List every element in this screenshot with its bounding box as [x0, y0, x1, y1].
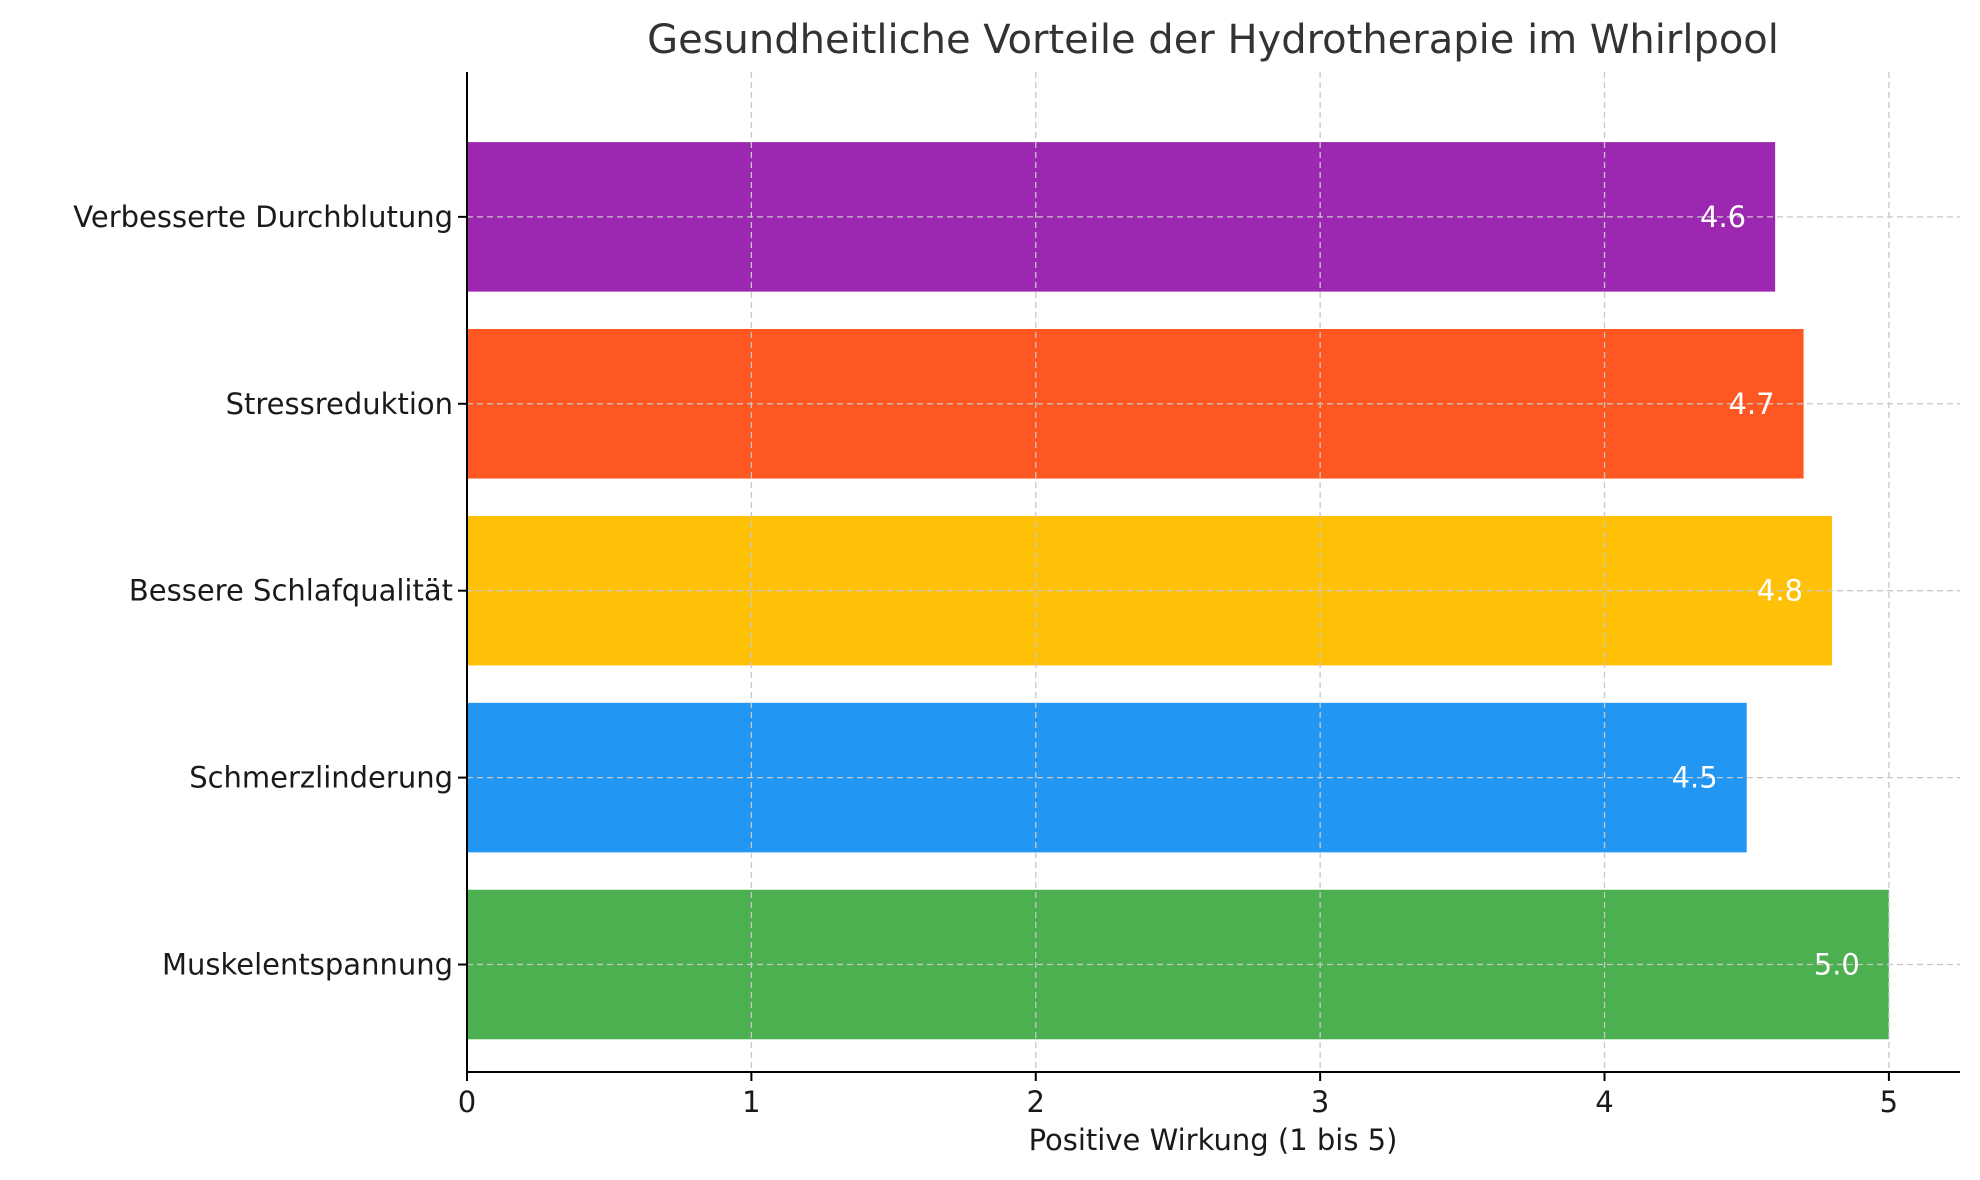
bar-value-label: 4.5: [1672, 761, 1718, 795]
bar-value-label: 4.7: [1728, 387, 1774, 421]
x-axis-label: Positive Wirkung (1 bis 5): [1029, 1123, 1398, 1157]
x-tick-label: 1: [742, 1085, 760, 1119]
x-tick-label: 5: [1880, 1085, 1898, 1119]
x-tick-label: 0: [458, 1085, 476, 1119]
y-tick-label: Bessere Schlafqualität: [129, 574, 453, 608]
bar-value-label: 4.8: [1757, 574, 1803, 608]
y-tick-label: Schmerzlinderung: [189, 761, 453, 795]
y-tick-label: Muskelentspannung: [162, 948, 453, 982]
y-tick-label: Verbesserte Durchblutung: [73, 200, 453, 234]
axis-layer: [458, 72, 1960, 1081]
x-tick-label: 4: [1595, 1085, 1613, 1119]
x-tick-label: 2: [1027, 1085, 1045, 1119]
bar-value-label: 4.6: [1700, 200, 1746, 234]
y-tick-label: Stressreduktion: [226, 387, 453, 421]
x-tick-label: 3: [1311, 1085, 1329, 1119]
bar-value-label: 5.0: [1814, 948, 1860, 982]
chart-title: Gesundheitliche Vorteile der Hydrotherap…: [647, 17, 1779, 63]
label-layer: 0 1 2 3 4 5 Muskelentspannung 5.0 Schmerzlinderu…: [73, 200, 1898, 1119]
